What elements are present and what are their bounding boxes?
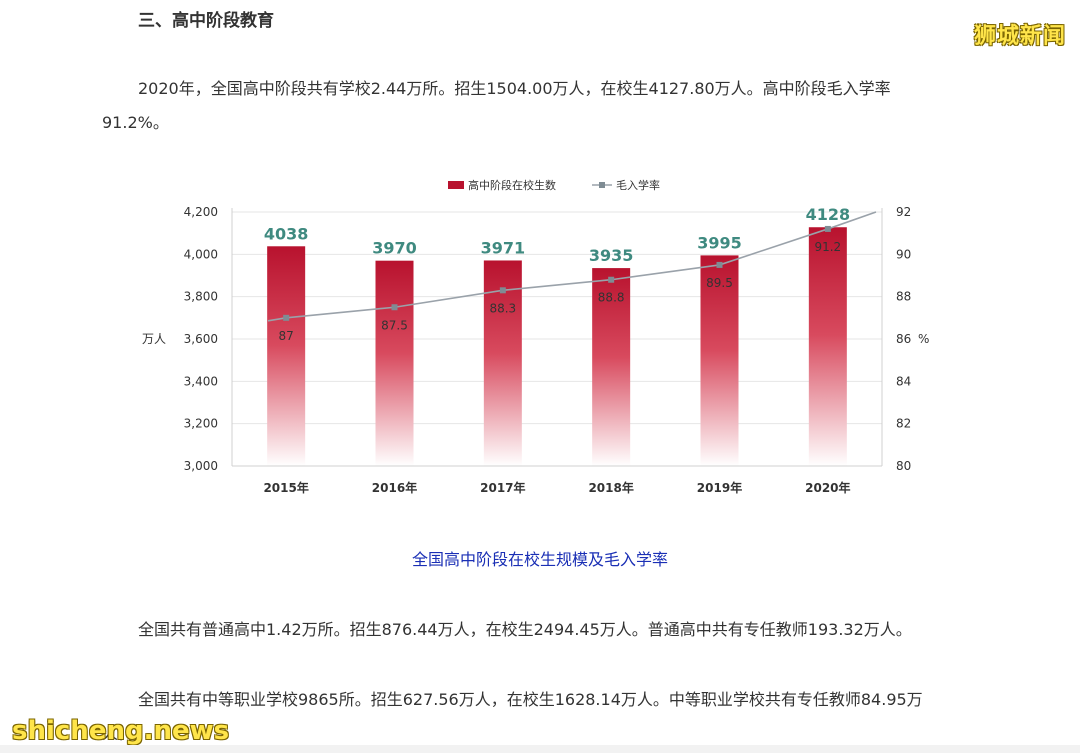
y2-tick-label: 86	[896, 332, 911, 346]
rate-value-label: 87.5	[381, 318, 408, 332]
y2-tick-label: 90	[896, 247, 911, 261]
legend-label-enrollment: 高中阶段在校生数	[468, 178, 556, 192]
y-tick-label: 4,000	[184, 247, 218, 261]
legend-label-rate: 毛入学率	[616, 178, 660, 192]
bar-value-label: 4128	[806, 205, 851, 224]
y-tick-label: 3,600	[184, 332, 218, 346]
paragraph-summary-line1: 2020年，全国高中阶段共有学校2.44万所。招生1504.00万人，在校生41…	[138, 79, 891, 98]
bar	[808, 227, 847, 466]
x-tick-label: 2019年	[697, 480, 742, 495]
y2-tick-label: 92	[896, 205, 911, 219]
y2-tick-label: 84	[896, 374, 911, 388]
chart-bars	[267, 227, 847, 466]
rate-value-label: 88.3	[489, 301, 516, 315]
page-bottom-edge	[0, 745, 1080, 753]
paragraph-vocational-line2: 人。	[102, 724, 135, 743]
paragraph-general-high-school: 全国共有普通高中1.42万所。招生876.44万人，在校生2494.45万人。普…	[138, 620, 912, 639]
y-tick-label: 3,000	[184, 459, 218, 473]
paragraph-summary-line2: 91.2%。	[102, 113, 169, 132]
rate-marker	[391, 304, 398, 311]
chart-axes: 3,000 3,200 3,400 3,600 3,800 4,000 4,200 80 82 8…	[142, 205, 929, 495]
chart-legend: 高中阶段在校生数 毛入学率	[448, 178, 660, 192]
rate-value-label: 89.5	[706, 276, 733, 290]
x-tick-label: 2018年	[588, 480, 633, 495]
y2-tick-label: 82	[896, 417, 911, 431]
y-tick-label: 3,200	[184, 417, 218, 431]
rate-value-label: 91.2	[814, 240, 841, 254]
chart-grid	[232, 211, 882, 467]
paragraph-vocational-line1: 全国共有中等职业学校9865所。招生627.56万人，在校生1628.14万人。…	[138, 690, 923, 709]
bar-value-label: 3970	[372, 239, 417, 258]
paragraph-vocational-school: 全国共有中等职业学校9865所。招生627.56万人，在校生1628.14万人。…	[102, 683, 1020, 751]
chart-labels: 4038 3970 3971 3935 3995 4128 87 87.5 88.3 88.8 89…	[264, 205, 850, 343]
y2-axis-label: %	[918, 332, 929, 346]
y-tick-label: 3,800	[184, 290, 218, 304]
watermark-logo-bottom: shicheng.news	[12, 716, 230, 746]
bar	[592, 268, 631, 466]
y-tick-label: 4,200	[184, 205, 218, 219]
bar	[375, 260, 414, 466]
rate-marker	[608, 276, 615, 283]
bar-value-label: 4038	[264, 224, 309, 243]
y-axis-label: 万人	[142, 332, 166, 346]
chart-caption: 全国高中阶段在校生规模及毛入学率	[411, 550, 668, 569]
rate-marker	[716, 261, 723, 268]
rate-value-label: 88.8	[598, 291, 625, 305]
bar	[483, 260, 522, 466]
enrollment-chart: 高中阶段在校生数 毛入学率 4038 3970 3971 3935 3995 4128 87 8…	[142, 178, 929, 495]
y2-tick-label: 88	[896, 290, 911, 304]
rate-marker	[283, 314, 290, 321]
rate-line	[267, 211, 877, 322]
x-tick-label: 2017年	[480, 480, 525, 495]
x-tick-label: 2016年	[372, 480, 417, 495]
bar-value-label: 3935	[589, 246, 634, 265]
paragraph-summary: 2020年，全国高中阶段共有学校2.44万所。招生1504.00万人，在校生41…	[102, 72, 1020, 140]
rate-value-label: 87	[279, 329, 294, 343]
x-tick-label: 2020年	[805, 480, 850, 495]
section-heading: 三、高中阶段教育	[138, 11, 274, 31]
y-tick-label: 3,400	[184, 374, 218, 388]
x-tick-label: 2015年	[263, 480, 308, 495]
watermark-logo-top: 狮城新闻	[973, 24, 1066, 49]
bar-value-label: 3995	[697, 233, 742, 252]
legend-swatch-enrollment	[448, 181, 464, 189]
y2-tick-label: 80	[896, 459, 911, 473]
legend-swatch-rate-marker	[599, 182, 605, 188]
bar	[267, 246, 306, 466]
bar	[700, 255, 739, 466]
chart-line	[267, 211, 877, 322]
bar-value-label: 3971	[481, 238, 526, 257]
rate-marker	[824, 225, 831, 232]
rate-marker	[499, 287, 506, 294]
